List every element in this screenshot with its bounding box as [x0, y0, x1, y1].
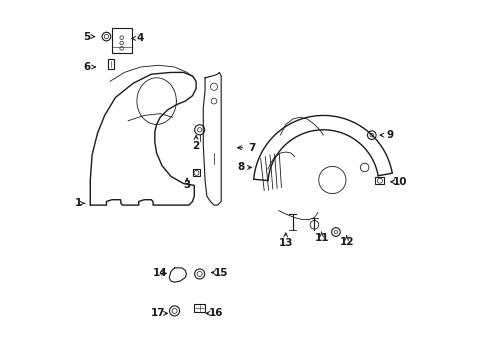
- Text: 14: 14: [153, 268, 167, 278]
- Bar: [194, 304, 204, 312]
- Text: 2: 2: [192, 141, 199, 151]
- Text: 13: 13: [278, 238, 292, 248]
- Bar: [112, 28, 131, 53]
- Text: 5: 5: [83, 32, 90, 41]
- Text: 9: 9: [386, 130, 392, 140]
- Text: 16: 16: [208, 309, 223, 318]
- Bar: [107, 59, 114, 69]
- Text: 4: 4: [137, 33, 144, 43]
- Bar: [192, 169, 200, 176]
- Text: 15: 15: [214, 267, 228, 278]
- Text: 12: 12: [339, 237, 353, 247]
- Text: 3: 3: [183, 180, 190, 190]
- Bar: [375, 177, 384, 184]
- Text: 7: 7: [247, 143, 255, 153]
- Text: 11: 11: [314, 233, 328, 243]
- Text: 8: 8: [237, 162, 244, 172]
- Text: 17: 17: [150, 309, 164, 318]
- Text: 6: 6: [83, 62, 91, 72]
- Text: 10: 10: [392, 177, 407, 187]
- Text: 1: 1: [75, 198, 82, 208]
